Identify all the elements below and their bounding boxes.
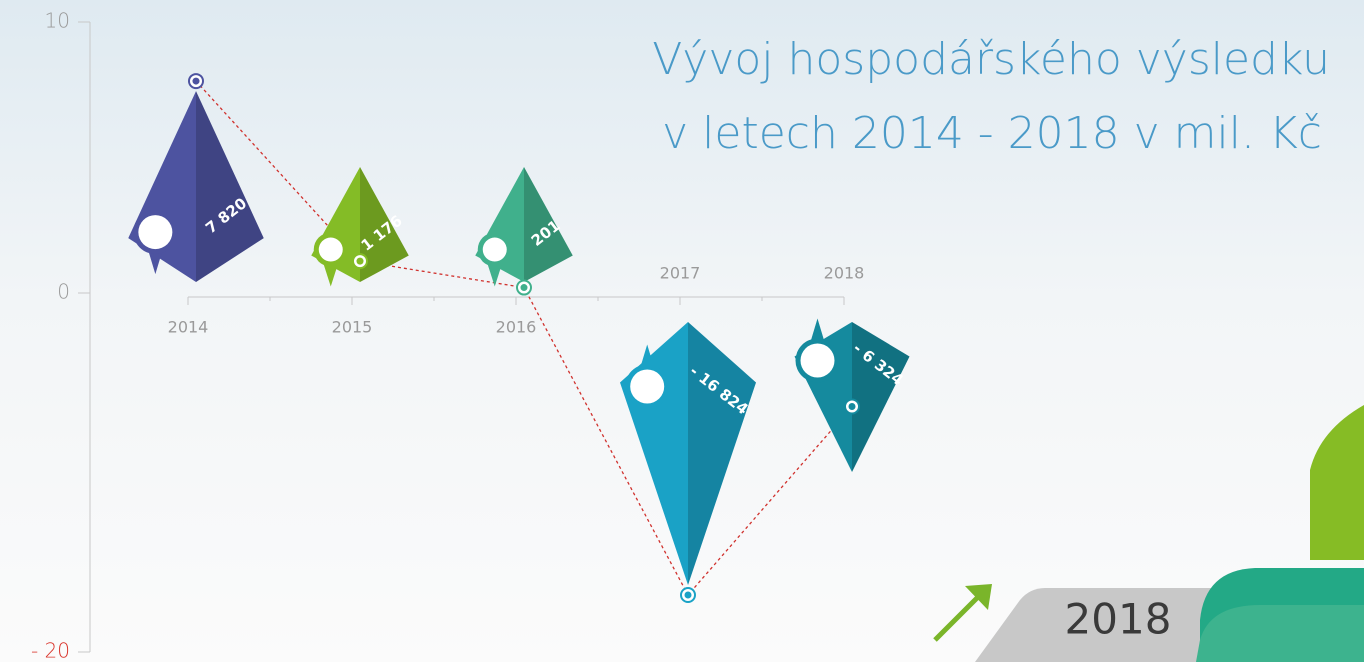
x-tick-label: 2017 <box>660 264 701 283</box>
y-tick-label: 0 <box>57 280 70 304</box>
kite <box>524 167 573 282</box>
kite <box>688 322 756 585</box>
kite-group: 1 176 <box>311 167 409 287</box>
x-tick-label: 2015 <box>332 318 373 337</box>
kite-shade <box>688 322 756 585</box>
pin-hole <box>630 369 665 404</box>
pin <box>322 261 339 287</box>
kite-group: 201 <box>475 167 573 296</box>
kite-shade <box>524 167 573 282</box>
value-dot-core <box>520 284 528 292</box>
x-tick-label: 2016 <box>496 318 537 337</box>
kite-shade <box>852 322 910 472</box>
pin <box>147 247 164 275</box>
value-dot-core <box>356 257 364 265</box>
pin <box>486 261 503 287</box>
kite-group: 7 820 <box>128 73 264 282</box>
pin-hole <box>800 343 835 378</box>
pin-hole <box>482 237 507 262</box>
title-line: v letech 2014 - 2018 v mil. Kč <box>662 108 1322 159</box>
tab-label: 2018 <box>1065 595 1172 644</box>
value-dot-core <box>192 77 200 85</box>
y-tick-label: 10 <box>45 9 70 33</box>
value-dot-core <box>848 403 856 411</box>
decoration: 2018 <box>933 405 1364 662</box>
x-tick-label: 2018 <box>824 264 865 283</box>
x-tick-label: 2014 <box>168 318 209 337</box>
kite-shade <box>360 167 409 282</box>
pin-hole <box>138 215 173 250</box>
pin-hole <box>318 237 343 262</box>
value-dot-core <box>684 591 692 599</box>
kite <box>852 322 910 472</box>
title-line: Vývoj hospodářského výsledku <box>652 34 1330 85</box>
pin <box>809 318 826 346</box>
kite-group: - 16 824 <box>620 322 756 603</box>
y-tick-label: - 20 <box>31 639 70 662</box>
kite <box>360 167 409 282</box>
pin <box>639 344 656 372</box>
kite <box>196 91 264 282</box>
kite-shade <box>196 91 264 282</box>
